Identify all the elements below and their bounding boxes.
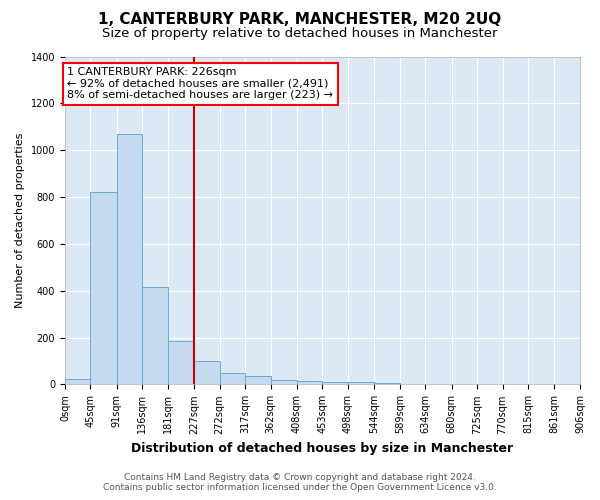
- Text: 1 CANTERBURY PARK: 226sqm
← 92% of detached houses are smaller (2,491)
8% of sem: 1 CANTERBURY PARK: 226sqm ← 92% of detac…: [67, 67, 333, 100]
- Y-axis label: Number of detached properties: Number of detached properties: [15, 133, 25, 308]
- Bar: [348, 382, 374, 384]
- Text: 1, CANTERBURY PARK, MANCHESTER, M20 2UQ: 1, CANTERBURY PARK, MANCHESTER, M20 2UQ: [98, 12, 502, 28]
- Bar: [65, 378, 91, 384]
- Bar: [220, 372, 245, 384]
- Bar: [271, 380, 297, 384]
- Bar: [91, 192, 116, 384]
- Text: Contains HM Land Registry data © Crown copyright and database right 2024.
Contai: Contains HM Land Registry data © Crown c…: [103, 473, 497, 492]
- Bar: [245, 376, 271, 384]
- Bar: [322, 382, 348, 384]
- Text: Size of property relative to detached houses in Manchester: Size of property relative to detached ho…: [102, 28, 498, 40]
- Bar: [297, 381, 322, 384]
- Bar: [116, 134, 142, 384]
- Bar: [142, 287, 168, 384]
- Bar: [168, 341, 194, 384]
- Bar: [194, 361, 220, 384]
- X-axis label: Distribution of detached houses by size in Manchester: Distribution of detached houses by size …: [131, 442, 514, 455]
